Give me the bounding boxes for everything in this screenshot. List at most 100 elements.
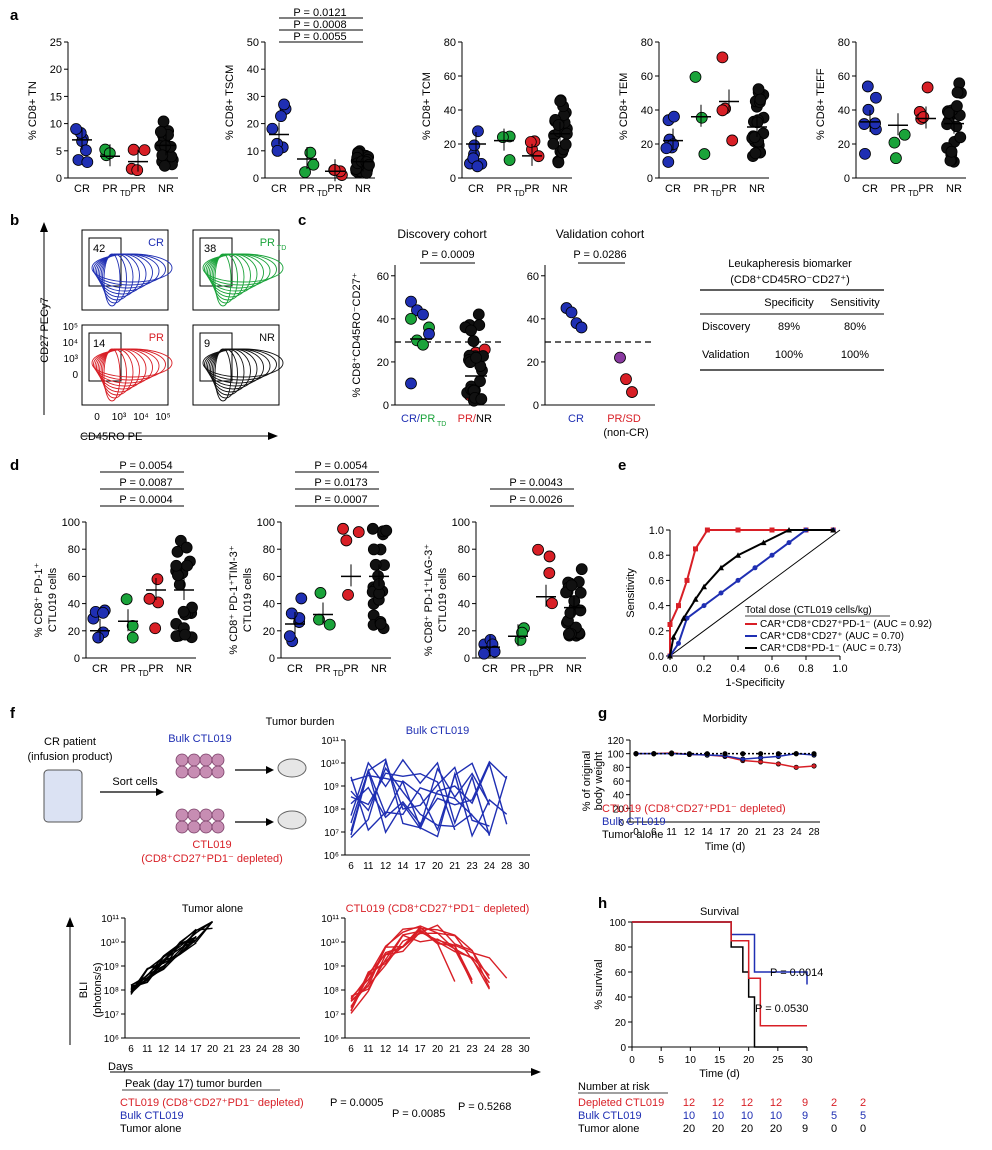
table-subtitle: (CD8⁺CD45RO⁻CD27⁺) [730,274,850,286]
cell-icon [199,808,213,822]
data-point [304,146,317,159]
cell-icon [199,820,213,834]
data-point [547,137,560,150]
x-tick-label: PR [299,183,314,195]
data-point [478,647,490,660]
y-tick-label: 100 [452,517,470,529]
legend-entry: CAR⁺CD8⁺PD-1⁻ (AUC = 0.73) [760,643,901,654]
data-point [543,550,556,563]
x-tick-label: PR/ [458,413,477,425]
data-point [275,110,287,123]
data-point [177,605,190,618]
legend-entry: Tumor alone [602,829,663,841]
x-axis-label: Time (d) [705,841,746,853]
y-tick-label: 60 [68,571,80,583]
y-tick-label: 20 [377,357,389,369]
data-point [138,144,151,157]
roc-point [735,577,741,583]
y-axis-label: % CD8⁺ PD-1⁺ [33,563,45,638]
x-tick-label: CR [271,183,287,195]
x-tick-label: 6 [348,861,354,872]
data-point [92,631,105,644]
data-point [472,125,484,138]
roc-point [684,577,690,583]
cell-icon [187,753,201,767]
y-tick-label: 0 [618,818,624,829]
section-title: Tumor burden [266,716,335,728]
bli-series-line [130,930,197,986]
x-tick-label: PR [315,663,330,675]
x-tick-label: PR [130,183,145,195]
plot-title: Bulk CTL019 [406,725,470,737]
x-tick-label: 17 [415,1044,427,1055]
legend-entry: CAR⁺CD8⁺CD27⁺ (AUC = 0.70) [760,631,904,642]
roc-point [676,640,681,646]
x-tick-label: 21 [449,1044,461,1055]
p-value: P = 0.0009 [421,249,474,261]
risk-value: 10 [741,1110,753,1122]
x-tick-label: 28 [501,1044,513,1055]
risk-value: 20 [683,1123,695,1135]
data-point [532,543,544,556]
bli-series-line [350,934,491,1011]
bli-series-line [350,759,490,838]
data-point [716,104,729,117]
p-value: P = 0.0173 [314,477,367,489]
y-tick-label: 60 [613,777,625,788]
data-point [172,569,184,582]
risk-value: 20 [770,1123,782,1135]
peak-title: Peak (day 17) tumor burden [125,1078,262,1090]
peak-row: Bulk CTL019 [120,1110,184,1122]
panel-d-chart-2: 0 20 40 60 80 100 % CD8⁺ PD-1⁺TIM-3⁺ CTL019 cel… [228,460,393,678]
panel-e: 0.00.0 0.2 0.2 0.4 0.4 0.6 0.6 0.8 0.8 1.0 1.0 Sens… [625,525,932,689]
y-tick-label: 0 [647,173,653,185]
x-tick-label: 24 [484,861,496,872]
contour-line [91,253,173,283]
x-tick-label: 0.2 [696,663,711,675]
cell-icon [199,753,213,767]
x-tick-label: CR [568,413,584,425]
x-tick-label: NR [371,663,387,675]
x-tick-label: (non-CR) [603,427,648,439]
x-tick-sub: TD [317,189,328,198]
x-tick-label: 28 [501,861,513,872]
y-tick-label: 80 [263,544,275,556]
roc-point [769,527,775,533]
y-tick-label: 40 [615,993,627,1004]
sample-label-sub: TD [277,245,286,252]
y-tick-label: 20 [613,804,625,815]
data-point [668,110,680,123]
table-header: Specificity [764,297,814,309]
table-cell: 89% [778,321,800,333]
data-point [468,139,481,152]
panel-a-chart-2: 0 10 20 30 40 50 % CD8+ TSCM CR PR TD PR NR P = 0.01… [224,7,375,198]
x-tick-label: 5 [658,1055,664,1066]
p-value: P = 0.0055 [293,31,346,43]
y-tick-label: 20 [641,139,653,151]
cell-icon [187,765,201,779]
x-tick-label: 21 [755,827,767,838]
x-tick-label: NR [566,663,582,675]
roc-point [735,552,741,558]
cell-icon [175,808,189,822]
x-tick-label: CR [482,663,498,675]
y-tick-label: 60 [527,271,539,283]
p-value: P = 0.0085 [392,1108,445,1120]
data-point [179,628,191,641]
schematic-label: Bulk CTL019 [168,733,232,745]
sample-label: CR [148,237,164,249]
y-tick-label: 80 [613,763,625,774]
y-axis-label: % CD8+ TEFF [815,68,827,140]
x-tick-label: 24 [256,1044,268,1055]
data-point [470,351,482,364]
data-point [752,83,765,96]
x-tick-label: 6 [348,1044,354,1055]
y-tick-label: 20 [527,357,539,369]
peak-row: Tumor alone [120,1123,181,1135]
plot-title: CTL019 (CD8⁺CD27⁺PD1⁻ depleted) [346,903,530,915]
arrow-head [40,222,48,232]
table-cell: Validation [702,349,750,361]
peak-row: CTL019 (CD8⁺CD27⁺PD1⁻ depleted) [120,1097,304,1109]
bli-series-line [350,772,456,831]
x-tick-label: PR [327,183,342,195]
